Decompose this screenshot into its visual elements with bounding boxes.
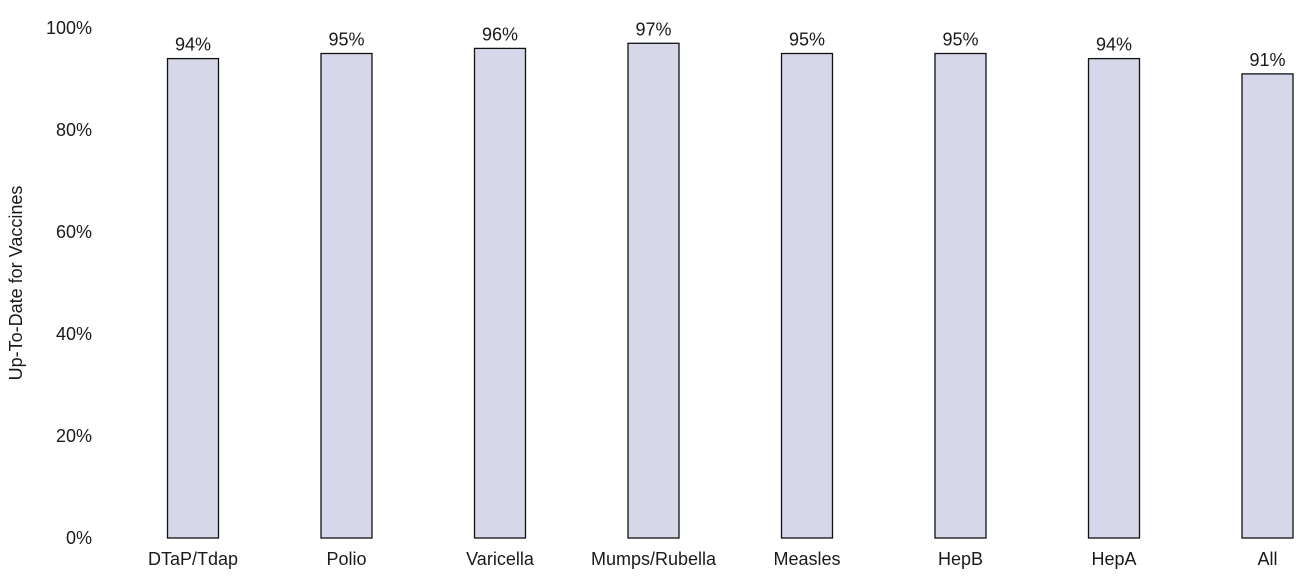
bar-value-label: 95% (789, 30, 825, 50)
bar-value-label: 94% (175, 35, 211, 55)
bar-value-label: 95% (942, 30, 978, 50)
bar-value-label: 95% (328, 30, 364, 50)
category-label: Varicella (466, 549, 535, 569)
y-tick-label: 40% (56, 324, 92, 344)
bar-value-label: 96% (482, 24, 518, 44)
value-labels-group: 94% 95% 96% 97% 95% 95% 94% 91% (175, 19, 1286, 70)
category-label: DTaP/Tdap (148, 549, 238, 569)
y-tick-label: 20% (56, 426, 92, 446)
bar (780, 52, 834, 539)
bar (627, 42, 680, 539)
category-label: HepB (938, 549, 983, 569)
bar-value-label: 91% (1249, 50, 1285, 70)
y-tick-label: 80% (56, 120, 92, 140)
y-tick-label: 0% (66, 528, 92, 548)
bars-group (166, 42, 1294, 539)
bar-value-label: 94% (1096, 35, 1132, 55)
y-tick-label: 60% (56, 222, 92, 242)
y-axis-title: Up-To-Date for Vaccines (6, 186, 26, 381)
y-axis-ticks: 0% 20% 40% 60% 80% 100% (46, 18, 92, 548)
bar (934, 52, 987, 539)
bar-value-label: 97% (635, 19, 671, 39)
bar (166, 57, 220, 539)
category-label: All (1257, 549, 1277, 569)
category-label: Mumps/Rubella (591, 549, 717, 569)
category-labels-group: DTaP/Tdap Polio Varicella Mumps/Rubella Meas… (148, 549, 1278, 569)
bar (473, 47, 527, 539)
category-label: Measles (773, 549, 840, 569)
category-label: Polio (326, 549, 366, 569)
bar (1087, 57, 1141, 539)
category-label: HepA (1091, 549, 1136, 569)
y-tick-label: 100% (46, 18, 92, 38)
bar (1241, 73, 1294, 539)
bar (320, 52, 373, 539)
